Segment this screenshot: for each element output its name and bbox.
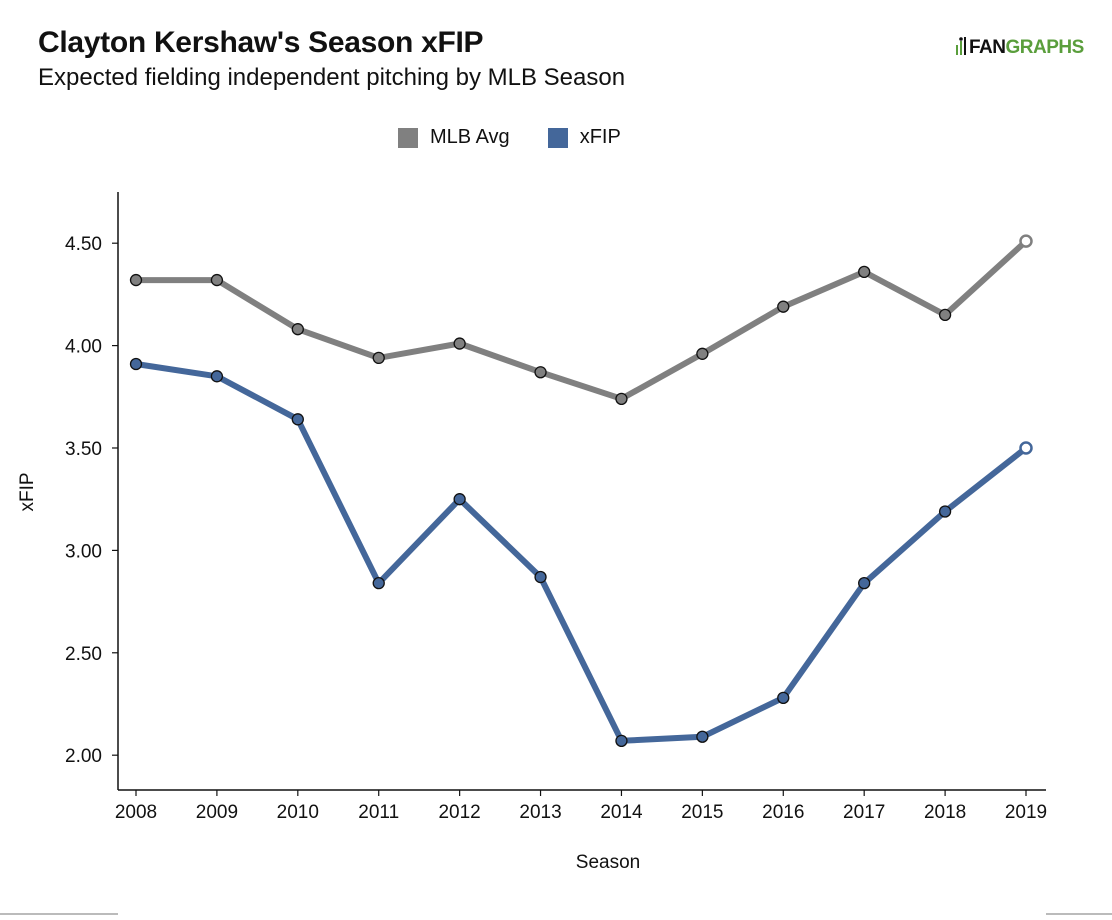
data-point-mlb-avg[interactable]: [938, 308, 952, 322]
series-lines: [133, 238, 1029, 744]
y-tick-label: 2.00: [65, 746, 102, 767]
data-point-xfip[interactable]: [210, 370, 224, 383]
fangraphs-logo[interactable]: FANGRAPHS: [956, 37, 1084, 59]
x-tick-label: 2014: [600, 802, 643, 823]
data-point-mlb-avg[interactable]: [291, 323, 304, 336]
x-tick-label: 2018: [924, 802, 966, 823]
x-tick-label: 2013: [519, 802, 561, 823]
data-point-mlb-avg[interactable]: [1019, 234, 1033, 248]
chart-subtitle: Expected fielding independent pitching b…: [38, 64, 626, 91]
data-point-mlb-avg[interactable]: [210, 273, 224, 287]
x-tick-label: 2017: [843, 802, 885, 823]
data-point-mlb-avg[interactable]: [858, 265, 871, 279]
chart-title: Clayton Kershaw's Season xFIP: [38, 26, 484, 59]
data-point-xfip[interactable]: [291, 413, 304, 426]
data-point-xfip[interactable]: [1019, 441, 1033, 455]
data-point-xfip[interactable]: [534, 570, 547, 584]
y-tick-label: 4.50: [65, 234, 102, 255]
data-point-mlb-avg[interactable]: [372, 351, 385, 365]
data-point-mlb-avg[interactable]: [534, 366, 547, 379]
data-point-xfip[interactable]: [615, 734, 628, 747]
data-point-xfip[interactable]: [129, 357, 143, 371]
x-tick-label: 2008: [115, 802, 157, 823]
x-tick-label: 2010: [277, 802, 319, 823]
y-tick-label: 2.50: [65, 644, 102, 665]
y-tick-label: 3.50: [65, 439, 102, 460]
y-axis-title: xFIP: [17, 472, 38, 511]
data-point-xfip[interactable]: [858, 577, 871, 590]
data-point-mlb-avg[interactable]: [777, 300, 790, 313]
legend-item-mlb-avg[interactable]: MLB Avg: [398, 126, 510, 149]
legend-item-xfip[interactable]: xFIP: [547, 126, 621, 149]
data-point-mlb-avg[interactable]: [615, 392, 628, 405]
data-point-mlb-avg[interactable]: [129, 273, 143, 287]
fangraphs-logo-icon: [956, 37, 966, 55]
y-tick-label: 3.00: [65, 541, 102, 562]
logo-text-graphs: GRAPHS: [1005, 37, 1085, 58]
legend-label-mlb-avg: MLB Avg: [430, 126, 510, 148]
data-point-mlb-avg[interactable]: [453, 337, 466, 350]
data-point-xfip[interactable]: [453, 493, 466, 506]
series-points: [129, 234, 1033, 747]
x-tick-label: 2012: [438, 802, 480, 823]
footer-divider-right: [1046, 913, 1112, 915]
legend-swatch-mlb-avg: [398, 127, 418, 148]
data-point-xfip[interactable]: [372, 577, 385, 590]
data-point-xfip[interactable]: [938, 505, 952, 518]
legend-label-xfip: xFIP: [579, 126, 621, 148]
data-point-xfip[interactable]: [696, 730, 709, 743]
x-tick-label: 2009: [196, 802, 238, 823]
x-tick-label: 2011: [358, 802, 399, 823]
footer-divider-left: [0, 913, 118, 915]
logo-text-fan: FAN: [969, 37, 1006, 58]
series-line-xfip: [133, 361, 1029, 744]
x-axis-title: Season: [576, 852, 640, 873]
chart-axes: 2.00 2.50 3.00 3.50 4.00 4.50 2008 2009 2010 2011…: [65, 192, 1047, 823]
data-point-xfip[interactable]: [777, 691, 790, 704]
x-tick-label: 2016: [762, 802, 804, 823]
chart-legend: MLB Avg xFIP: [398, 126, 659, 149]
x-tick-label: 2019: [1005, 802, 1047, 823]
x-tick-label: 2015: [681, 802, 723, 823]
data-point-mlb-avg[interactable]: [696, 347, 709, 360]
series-line-mlb-avg: [133, 238, 1029, 402]
legend-swatch-xfip: [547, 127, 568, 148]
y-tick-label: 4.00: [65, 337, 102, 358]
